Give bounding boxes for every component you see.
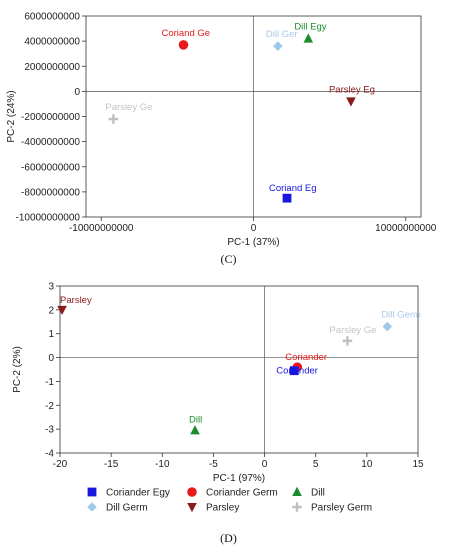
data-point — [273, 41, 283, 51]
x-tick-label: -5 — [209, 459, 218, 470]
x-tick-label: 10 — [361, 459, 373, 470]
x-tick-label: 15 — [412, 459, 424, 470]
legend-marker — [187, 503, 197, 513]
point-label: Coriander — [285, 352, 327, 363]
panel-label: (C) — [221, 252, 237, 266]
x-tick-label: 10000000000 — [375, 223, 437, 234]
legend-marker — [87, 502, 97, 512]
legend-marker — [87, 487, 97, 497]
data-point — [190, 425, 200, 435]
x-tick-label: 0 — [251, 223, 257, 234]
x-tick-label: 0 — [262, 459, 268, 470]
y-tick-label: 6000000000 — [24, 12, 80, 23]
y-tick-label: 4000000000 — [24, 37, 80, 48]
panel-label: (D) — [220, 531, 237, 545]
x-axis-label: PC-1 (97%) — [213, 473, 265, 484]
legend-marker — [292, 502, 302, 512]
y-tick-label: -1 — [45, 377, 54, 388]
legend-label: Coriander Egy — [106, 488, 170, 499]
point-label: Coriand Eg — [269, 183, 317, 194]
y-tick-label: -6000000000 — [21, 162, 80, 173]
y-tick-label: -3 — [45, 425, 54, 436]
y-tick-label: -2000000000 — [21, 112, 80, 123]
y-tick-label: -10000000000 — [15, 213, 80, 224]
y-tick-label: 2 — [48, 305, 54, 316]
data-point — [289, 366, 299, 376]
point-label: Parsley — [60, 295, 92, 306]
y-axis-label: PC-2 (24%) — [6, 90, 17, 142]
point-label: Coriand Ge — [161, 28, 210, 39]
y-tick-label: 1 — [48, 329, 54, 340]
point-label: Coriander — [276, 366, 318, 377]
y-tick-label: 0 — [48, 353, 54, 364]
x-tick-label: -10 — [155, 459, 170, 470]
y-tick-label: 2000000000 — [24, 62, 80, 73]
data-point — [57, 305, 67, 316]
data-point — [303, 33, 314, 43]
y-tick-label: -8000000000 — [21, 187, 80, 198]
legend-label: Dill — [311, 488, 325, 499]
legend-label: Coriander Germ — [206, 488, 278, 499]
point-label: Dill — [189, 414, 202, 425]
y-tick-label: -4000000000 — [21, 137, 80, 148]
point-label: Parsley Eg — [329, 84, 375, 95]
y-tick-label: -2 — [45, 401, 54, 412]
data-point — [108, 114, 119, 124]
point-label: Parsley Ge — [105, 102, 152, 113]
plot-frame — [59, 285, 419, 454]
x-tick-label: -20 — [53, 459, 68, 470]
data-point — [342, 336, 353, 346]
y-tick-label: 3 — [48, 282, 54, 293]
data-point — [382, 321, 393, 332]
point-label: Dill Ger — [266, 29, 298, 40]
point-label: Dill Germ — [381, 310, 421, 321]
legend-label: Parsley Germ — [311, 503, 372, 514]
x-tick-label: -10000000000 — [69, 223, 134, 234]
legend-marker — [187, 487, 197, 497]
data-point — [178, 40, 189, 50]
point-label: Parsley Ge — [329, 325, 376, 336]
x-axis-label: PC-1 (37%) — [227, 237, 279, 248]
legend-label: Dill Germ — [106, 503, 148, 514]
y-tick-label: -4 — [45, 449, 54, 460]
x-tick-label: -15 — [104, 459, 119, 470]
legend-marker — [292, 486, 302, 496]
y-axis-label: PC-2 (2%) — [12, 346, 23, 393]
x-tick-label: 5 — [313, 459, 319, 470]
point-label: Dill Egy — [294, 22, 326, 33]
data-point — [282, 193, 292, 203]
data-point — [346, 97, 356, 107]
legend-label: Parsley — [206, 503, 239, 514]
y-tick-label: 0 — [74, 87, 80, 98]
pca-chart-c: 6000000000 4000000000 2000000000 0 -20000000… — [6, 12, 437, 267]
